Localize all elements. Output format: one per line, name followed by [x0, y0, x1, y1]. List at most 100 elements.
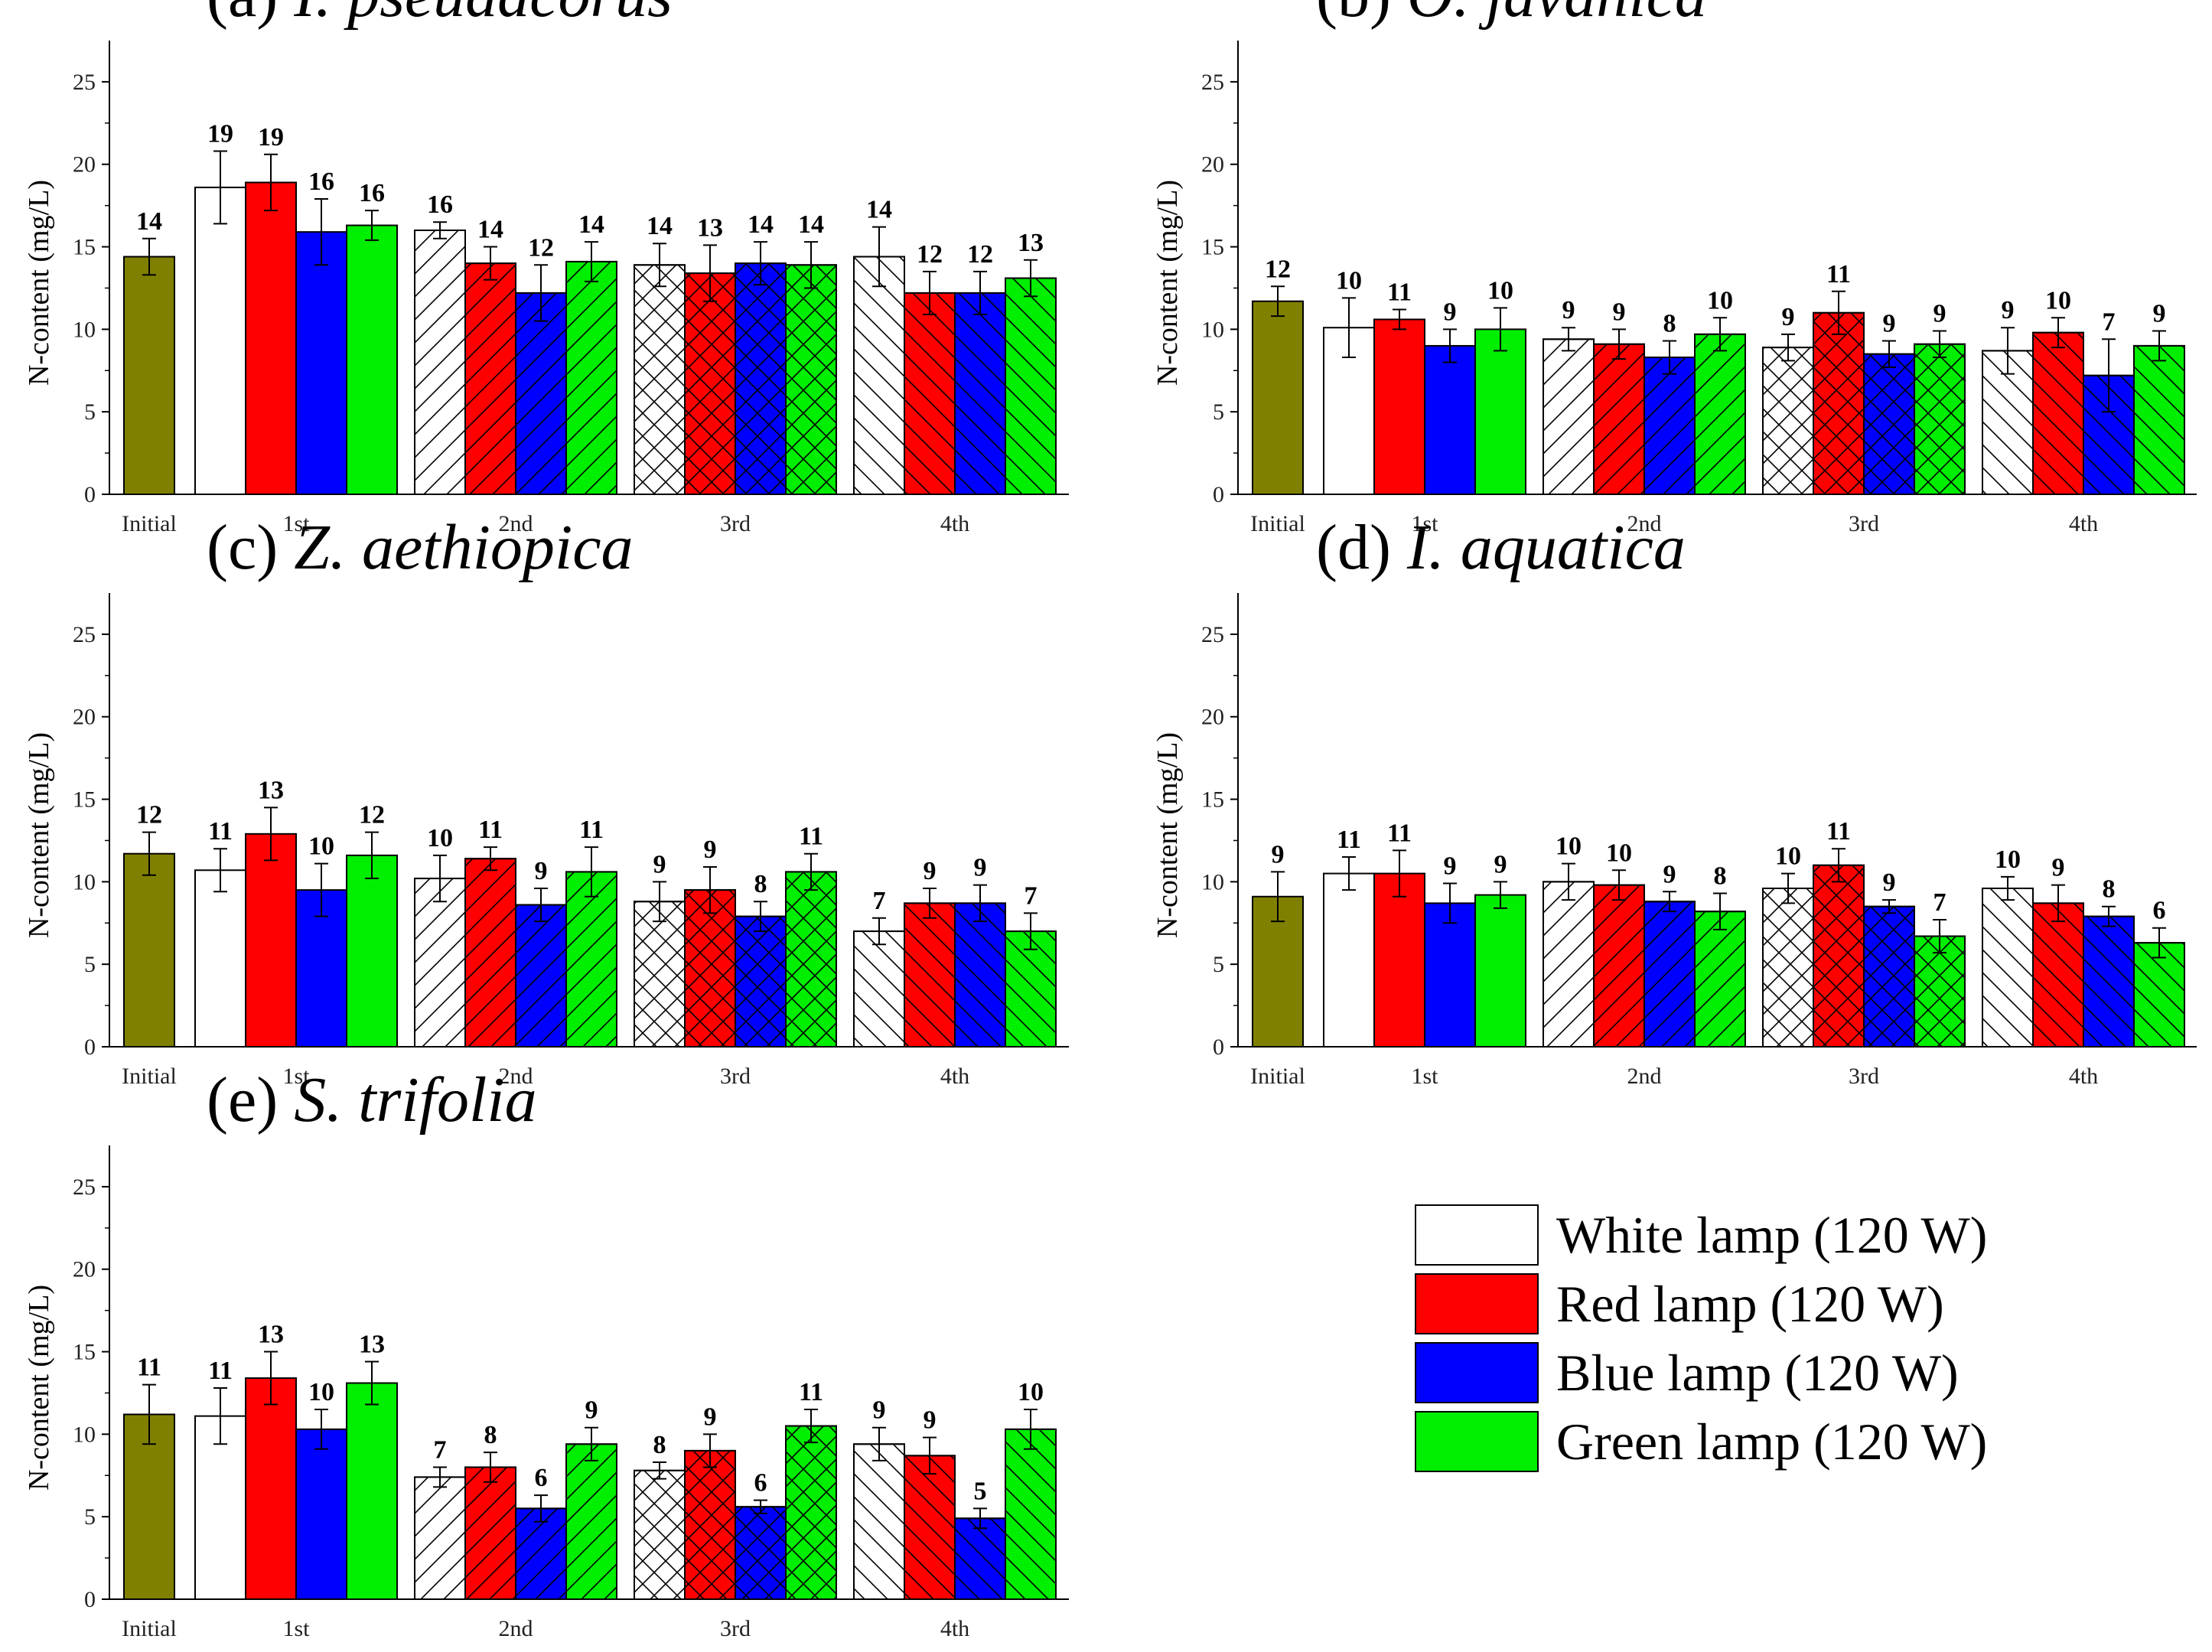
value-label: 10 [1556, 833, 1582, 861]
x-tick-label: 2nd [499, 511, 533, 536]
bar-4th-2-hatch [2032, 902, 2084, 1048]
bar-4th-2-hatch [904, 1455, 956, 1600]
x-tick-label: 3rd [720, 1616, 751, 1641]
value-label: 14 [798, 210, 824, 239]
panel-species: O. javanica [1407, 0, 1707, 31]
bar-1st-3 [295, 231, 347, 495]
value-label: 16 [427, 191, 453, 219]
x-tick-label: 1st [1411, 1064, 1438, 1089]
value-label: 16 [308, 168, 334, 196]
bar-3rd-4-hatch [1914, 343, 1966, 495]
bar-2nd-2-hatch [1593, 343, 1645, 495]
bar-4th-4-hatch [2133, 344, 2185, 495]
value-label: 10 [427, 824, 453, 852]
bar-4th-4-hatch [1005, 277, 1057, 495]
bar-1st-4 [1474, 328, 1526, 496]
bar-4th-2-hatch [904, 292, 956, 495]
x-tick-label: 3rd [720, 1064, 751, 1089]
value-label: 9 [873, 1396, 886, 1425]
bar-initial [123, 852, 175, 1048]
legend: White lamp (120 W) Red lamp (120 W) Blue l… [1415, 1204, 1987, 1472]
bar-1st-3 [1424, 344, 1476, 495]
value-label: 13 [258, 776, 284, 804]
panel-title: (b) O. javanica [1316, 0, 1707, 31]
bar-1st-2 [245, 833, 297, 1048]
y-tick-label: 25 [73, 70, 96, 95]
value-label: 11 [1387, 819, 1412, 847]
value-label: 9 [1782, 303, 1795, 331]
bar-4th-3-hatch [954, 902, 1006, 1048]
bar-1st-1 [1323, 872, 1375, 1048]
y-axis-label: N-content (mg/L) [1152, 180, 1184, 386]
y-tick-label: 5 [84, 399, 96, 425]
panel-2: (b) O. javanica 12 10 11 9 10 9 9 8 10 9 11 9 9 9 10 7 9 0… [1152, 0, 2197, 536]
y-tick-label: 25 [73, 1175, 96, 1200]
value-label: 10 [308, 1378, 334, 1406]
value-label: 11 [799, 1378, 823, 1406]
y-tick-label: 10 [1201, 317, 1224, 342]
bar-3rd-1-hatch [634, 901, 686, 1048]
value-label: 11 [478, 816, 503, 844]
value-label: 19 [258, 123, 284, 152]
value-label: 14 [748, 210, 774, 239]
bar-1st-2 [245, 181, 297, 495]
value-label: 12 [1265, 255, 1291, 283]
value-label: 9 [1883, 868, 1896, 897]
value-label: 7 [1933, 888, 1946, 917]
panel-title: (e) S. trifolia [207, 1064, 537, 1136]
value-label: 8 [1714, 862, 1727, 890]
bar-2nd-4-hatch [1694, 333, 1746, 495]
value-label: 12 [967, 240, 993, 269]
x-tick-label: 3rd [1849, 1064, 1879, 1089]
y-tick-label: 15 [73, 787, 96, 813]
value-label: 11 [208, 1357, 233, 1385]
x-tick-label: Initial [122, 511, 177, 536]
bar-1st-3 [295, 1428, 347, 1600]
value-label: 11 [1826, 260, 1851, 288]
bar-4th-2-hatch [2032, 331, 2084, 495]
bar-3rd-3-hatch [1863, 905, 1915, 1048]
bar-4th-3-hatch [954, 292, 1006, 495]
value-label: 9 [653, 850, 666, 878]
bar-4th-3-hatch [2083, 915, 2135, 1048]
bar-4th-1-hatch [853, 256, 905, 495]
value-label: 10 [1707, 286, 1733, 314]
value-label: 11 [799, 823, 823, 851]
panel-letter: (d) [1316, 512, 1407, 583]
value-label: 14 [647, 212, 673, 240]
legend-swatch [1415, 1273, 1539, 1334]
value-label: 10 [1336, 266, 1362, 295]
bar-2nd-4-hatch [565, 871, 617, 1048]
panel-letter: (e) [207, 1064, 294, 1136]
y-tick-label: 0 [84, 1035, 96, 1060]
value-label: 13 [697, 213, 723, 242]
y-tick-label: 20 [73, 152, 96, 178]
value-label: 9 [585, 1396, 598, 1425]
legend-label: White lamp (120 W) [1556, 1206, 1987, 1264]
chart-panels: (a) I. pseudacorus 14 19 19 16 16 16 14 12 14 14 13… [23, 0, 2197, 1641]
x-tick-label: 2nd [1627, 1064, 1662, 1089]
panel-letter: (c) [207, 512, 294, 583]
value-label: 9 [1883, 309, 1896, 337]
bar-4th-1-hatch [1982, 887, 2034, 1048]
bar-3rd-2-hatch [684, 272, 736, 495]
bar-2nd-3-hatch [1644, 901, 1696, 1048]
value-label: 12 [917, 240, 943, 269]
value-label: 14 [477, 216, 503, 244]
y-tick-label: 5 [1213, 399, 1224, 425]
value-label: 7 [873, 887, 886, 915]
bar-3rd-1-hatch [1762, 887, 1814, 1048]
bar-3rd-4-hatch [785, 871, 837, 1048]
value-label: 9 [704, 836, 717, 864]
value-label: 19 [207, 119, 233, 148]
x-tick-label: Initial [1250, 1064, 1305, 1089]
value-label: 7 [1025, 881, 1038, 910]
bar-3rd-1-hatch [634, 264, 686, 495]
value-label: 8 [754, 870, 767, 898]
bar-2nd-3-hatch [515, 904, 567, 1048]
x-tick-label: 2nd [1627, 511, 1662, 536]
value-label: 9 [1562, 296, 1575, 324]
panel-species: I. aquatica [1406, 512, 1686, 583]
value-label: 9 [1444, 852, 1457, 881]
